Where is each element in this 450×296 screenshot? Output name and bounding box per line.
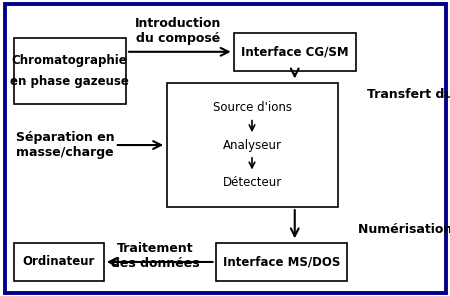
Text: Source d'ions: Source d'ions <box>212 101 292 114</box>
Text: Interface MS/DOS: Interface MS/DOS <box>223 255 340 268</box>
Text: Chromatographie: Chromatographie <box>12 54 128 67</box>
Text: Numérisation du signal: Numérisation du signal <box>358 223 450 236</box>
Text: Transfert du composé: Transfert du composé <box>367 88 450 101</box>
Text: Introduction
du composé: Introduction du composé <box>135 17 221 45</box>
Bar <box>166 83 338 207</box>
Text: Détecteur: Détecteur <box>222 176 282 189</box>
Text: Séparation en
masse/charge: Séparation en masse/charge <box>16 131 115 159</box>
Text: Traitement
des données: Traitement des données <box>111 242 199 270</box>
Text: Ordinateur: Ordinateur <box>22 255 94 268</box>
Text: Interface CG/SM: Interface CG/SM <box>241 45 349 58</box>
Text: en phase gazeuse: en phase gazeuse <box>10 75 129 88</box>
Bar <box>14 243 104 281</box>
Bar <box>216 243 346 281</box>
Bar <box>234 33 356 71</box>
Text: Analyseur: Analyseur <box>222 139 282 152</box>
Bar <box>14 38 126 104</box>
